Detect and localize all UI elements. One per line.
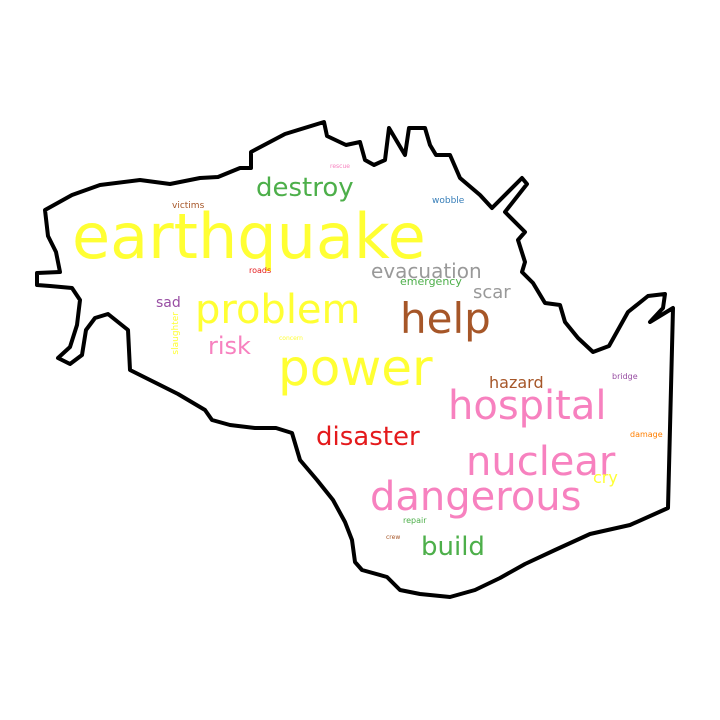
- word-emergency: emergency: [400, 275, 462, 288]
- word-bridge: bridge: [612, 372, 638, 381]
- word-evacuation: evacuation: [371, 259, 482, 283]
- word-risk: risk: [208, 332, 251, 360]
- word-dangerous: dangerous: [370, 474, 582, 520]
- word-nuclear: nuclear: [466, 439, 616, 485]
- word-repair: repair: [403, 516, 427, 525]
- word-disaster: disaster: [316, 422, 420, 452]
- word-victims: victims: [172, 201, 205, 211]
- word-crew: crew: [386, 534, 401, 541]
- word-damage: damage: [630, 430, 663, 439]
- word-power: power: [278, 339, 433, 397]
- word-sad: sad: [156, 295, 181, 311]
- word-concern: concern: [279, 335, 303, 342]
- word-earthquake: earthquake: [72, 200, 426, 273]
- word-slaughter: slaughter: [171, 312, 181, 355]
- word-rescue: rescue: [330, 163, 350, 170]
- word-help: help: [400, 294, 491, 343]
- word-problem: problem: [195, 287, 361, 333]
- word-roads: roads: [249, 266, 272, 275]
- region-outline: [35, 120, 675, 599]
- word-cry: cry: [593, 468, 618, 487]
- word-wobble: wobble: [432, 196, 465, 206]
- word-destroy: destroy: [256, 173, 354, 203]
- word-hazard: hazard: [489, 373, 544, 392]
- word-hospital: hospital: [448, 383, 607, 429]
- word-scar: scar: [473, 282, 511, 303]
- word-build: build: [421, 532, 485, 562]
